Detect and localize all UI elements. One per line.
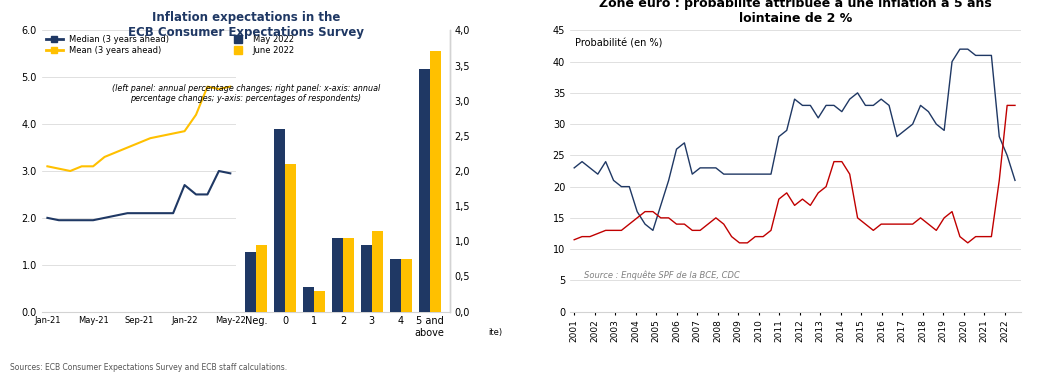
Bar [314,290,325,312]
Text: Sources: ECB Consumer Expectations Survey and ECB staff calculations.: Sources: ECB Consumer Expectations Surve… [10,363,288,372]
Text: Source : Enquête SPF de la BCE, CDC: Source : Enquête SPF de la BCE, CDC [584,270,740,280]
Bar [343,238,354,312]
Text: Inflation expectations in the
ECB Consumer Expectations Survey: Inflation expectations in the ECB Consum… [128,11,364,40]
Legend: May 2022, June 2022: May 2022, June 2022 [229,35,295,55]
Bar [401,259,412,312]
Legend: Median (3 years ahead), Mean (3 years ahead): Median (3 years ahead), Mean (3 years ah… [46,35,169,55]
Bar [303,287,314,312]
Text: Probabilité (en %): Probabilité (en %) [574,39,662,49]
Bar [390,259,401,312]
Bar [372,231,382,312]
Bar [419,69,429,312]
Bar [245,252,256,312]
Bar [274,129,286,312]
Bar [332,238,343,312]
Bar [286,164,296,312]
Text: ite): ite) [489,328,502,337]
Title: Zone euro : probabilité attribuée à une inflation à 5 ans
lointaine de 2 %: Zone euro : probabilité attribuée à une … [599,0,992,25]
Bar [361,245,372,312]
Bar [429,51,441,312]
Text: (left panel: annual percentage changes; right panel: x-axis: annual
percentage c: (left panel: annual percentage changes; … [111,84,380,103]
Bar [256,245,267,312]
